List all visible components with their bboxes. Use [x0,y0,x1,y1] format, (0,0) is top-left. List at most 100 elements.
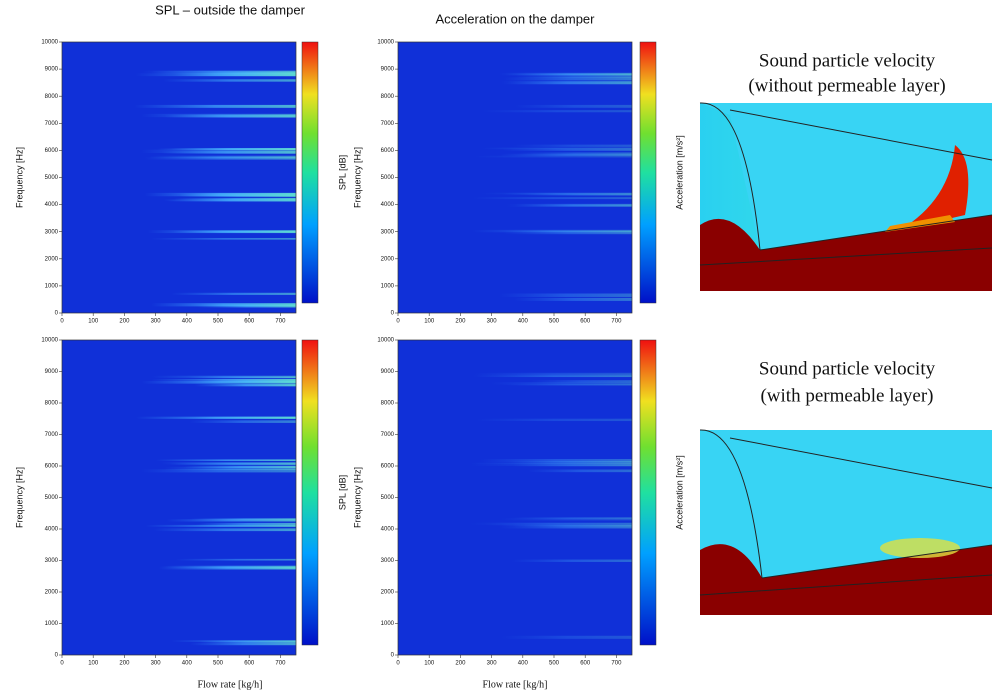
simulation-title: Sound particle velocity [759,358,936,379]
x-tick-label: 100 [88,661,99,667]
y-tick-label: 1000 [381,621,395,627]
x-tick-label: 700 [275,319,286,325]
y-tick-label: 9000 [45,369,59,375]
x-tick-label: 500 [549,319,560,325]
y-tick-label: 0 [55,653,59,659]
y-tick-label: 8000 [45,94,59,100]
x-tick-label: 0 [396,319,400,325]
x-tick-label: 700 [611,661,622,667]
y-axis-label: Frequency [Hz] [352,467,362,528]
streak [475,418,632,422]
column-title: Acceleration on the damper [436,11,596,26]
streak [514,104,632,108]
y-tick-label: 9000 [381,369,395,375]
streak [150,70,296,74]
streak [173,230,296,233]
colorbar-label: Acceleration [m/s²] [674,455,684,530]
y-tick-label: 9000 [381,67,395,73]
y-tick-label: 4000 [45,527,59,533]
streak [163,565,296,568]
y-tick-label: 7000 [45,432,59,438]
streak [500,635,632,639]
colorbar-label: Acceleration [m/s²] [674,135,684,210]
streak [523,194,632,196]
y-tick-label: 10000 [41,338,58,344]
y-tick-label: 0 [391,311,395,317]
x-tick-label: 500 [549,661,560,667]
y-tick-label: 6000 [381,464,395,470]
streak [511,559,632,562]
streak [506,81,632,85]
spectrogram [398,42,632,313]
streak [148,155,296,159]
streak [196,379,296,383]
y-axis-label: Frequency [Hz] [14,467,24,528]
y-tick-label: 1000 [45,621,59,627]
x-axis-label: Flow rate [kg/h] [483,679,548,690]
y-tick-label: 10000 [41,40,58,46]
x-tick-label: 600 [244,661,255,667]
streak [145,524,296,527]
y-tick-label: 2000 [381,256,395,262]
streak [473,155,632,158]
streak [500,517,632,521]
y-axis-label: Frequency [Hz] [352,147,362,208]
y-tick-label: 1000 [45,283,59,289]
y-tick-label: 7000 [45,121,59,127]
streak [469,462,632,465]
streak [163,199,296,201]
streak [171,292,296,295]
streak [512,144,632,147]
y-tick-label: 3000 [381,558,395,564]
streak [150,238,296,240]
x-tick-label: 600 [580,319,591,325]
streak [153,528,296,532]
simulation-title: Sound particle velocity [759,50,936,71]
streak [197,304,296,308]
streak [502,192,632,195]
streak [151,378,296,381]
streak [482,110,632,113]
streak [140,113,296,118]
x-tick-label: 400 [518,661,529,667]
simulation-image [699,102,993,291]
streak [476,375,632,378]
x-tick-label: 400 [182,661,193,667]
y-tick-label: 3000 [381,229,395,235]
x-tick-label: 100 [88,319,99,325]
colorbar-label: SPL [dB] [337,155,347,190]
streak [183,465,296,468]
x-tick-label: 200 [455,661,466,667]
x-tick-label: 300 [487,661,498,667]
streak [171,640,296,642]
x-tick-label: 100 [424,661,435,667]
y-tick-label: 6000 [45,464,59,470]
simulation-image [699,429,993,615]
x-tick-label: 500 [213,319,224,325]
streak [141,469,296,473]
colorbar-label: SPL [dB] [337,475,347,510]
streak [518,152,632,155]
x-tick-label: 700 [611,319,622,325]
streak [471,229,632,233]
streak [479,459,632,463]
streak [175,558,296,561]
x-tick-label: 300 [487,319,498,325]
y-tick-label: 5000 [381,175,395,181]
x-tick-label: 500 [213,661,224,667]
streak [144,157,296,160]
streak [155,459,296,462]
streak [512,464,632,467]
streak [163,79,296,82]
y-tick-label: 2000 [45,590,59,596]
streak [161,151,296,154]
streak [190,642,296,646]
x-tick-label: 700 [275,661,286,667]
streak [194,384,296,387]
x-tick-label: 0 [60,661,64,667]
x-tick-label: 300 [151,661,162,667]
y-tick-label: 0 [391,653,395,659]
x-axis-label: Flow rate [kg/h] [198,679,263,690]
streak [527,469,632,473]
